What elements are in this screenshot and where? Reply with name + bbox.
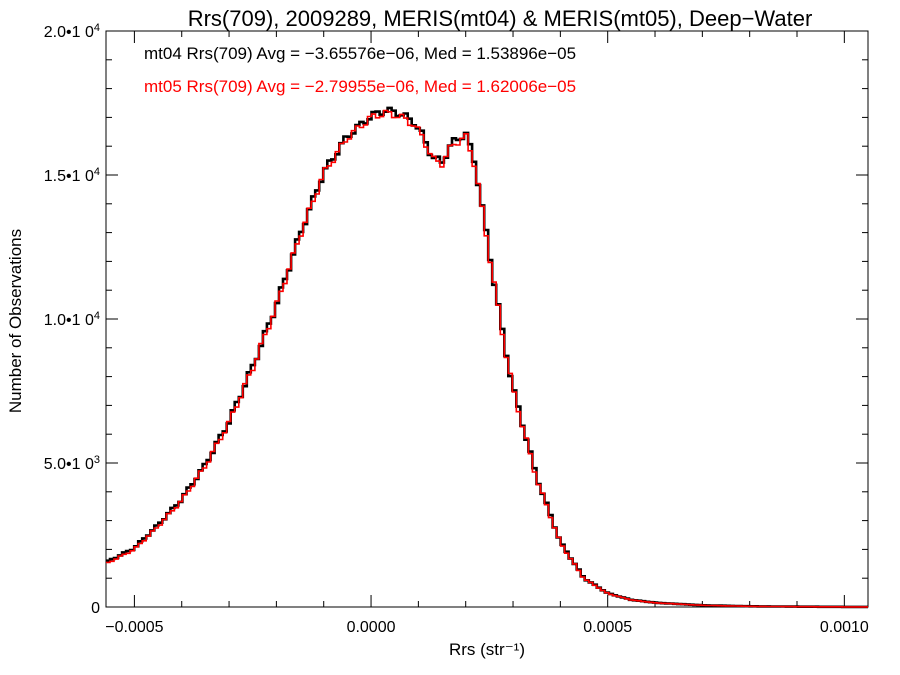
x-tick-label: 0.0005 [583,619,632,636]
y-tick-label: 1.0•1 04 [44,310,100,329]
series-layer [106,106,868,609]
legend: mt04 Rrs(709) Avg = −3.65576e−06, Med = … [144,44,576,96]
x-axis-ticks: −0.0005 0.0000 0.0005 0.0010 [105,31,869,636]
x-tick-label: 0.0000 [347,619,396,636]
y-axis-ticks: 0 5.0•1 03 1.0•1 04 1.5•1 04 2.0•1 04 [44,22,868,617]
chart-title: Rrs(709), 2009289, MERIS(mt04) & MERIS(m… [188,6,813,31]
y-tick-label: 1.5•1 04 [44,166,100,185]
series-mt05-line [106,109,868,608]
series-mt04-line [106,106,868,609]
y-tick-label: 0 [91,600,100,617]
x-axis-label: Rrs (str⁻¹) [449,640,525,659]
plot-frame [105,30,869,608]
x-tick-label: 0.0010 [820,619,869,636]
y-axis-label: Number of Observations [6,229,25,413]
y-tick-label: 5.0•1 03 [44,454,100,473]
legend-entry-mt04: mt04 Rrs(709) Avg = −3.65576e−06, Med = … [144,44,576,63]
x-tick-label: −0.0005 [105,619,163,636]
legend-entry-mt05: mt05 Rrs(709) Avg = −2.79955e−06, Med = … [144,77,576,96]
y-tick-label: 2.0•1 04 [44,22,100,41]
